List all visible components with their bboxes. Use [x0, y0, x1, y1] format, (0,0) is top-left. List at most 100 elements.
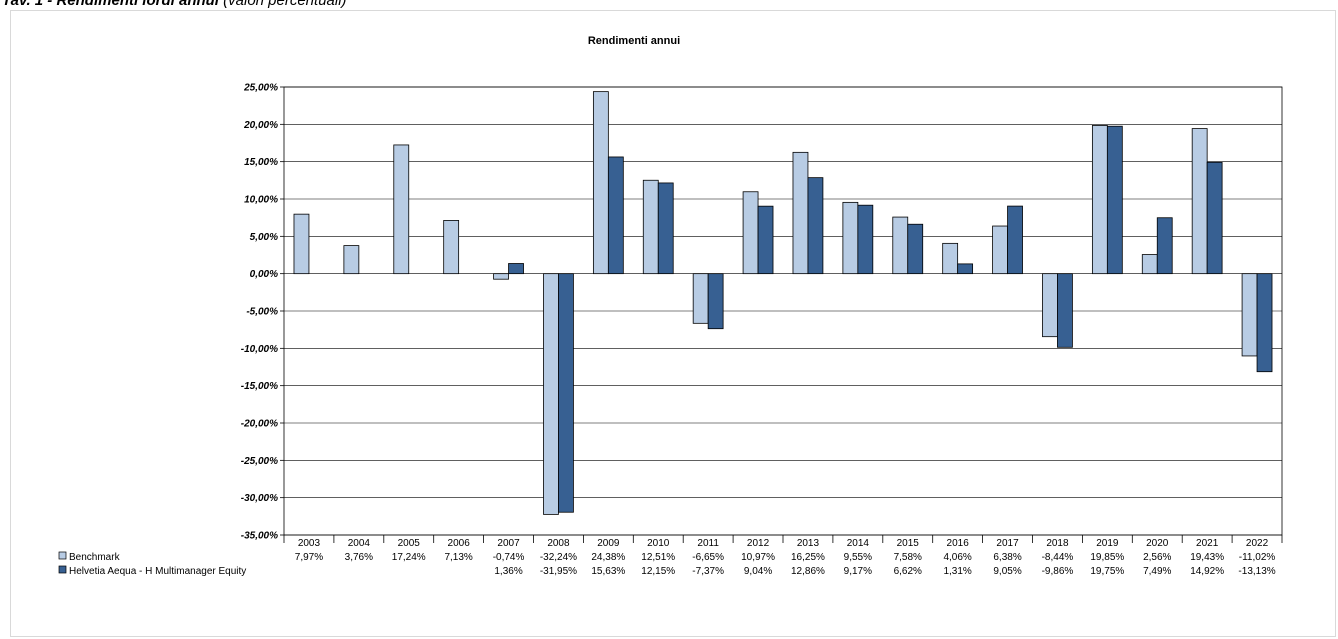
- table-caption: Tav. 1 - Rendimenti lordi annui (valori …: [2, 0, 347, 9]
- data-label: 12,51%: [641, 552, 675, 563]
- y-tick-label: -15,00%: [241, 381, 278, 392]
- x-tick-label: 2010: [647, 538, 670, 549]
- x-tick-label: 2017: [996, 538, 1019, 549]
- x-tick-label: 2011: [697, 538, 719, 549]
- chart-frame: [10, 10, 1336, 637]
- x-tick-label: 2006: [448, 538, 471, 549]
- chart-title: Rendimenti annui: [588, 35, 680, 47]
- bar-fund-2009: [607, 156, 624, 275]
- data-label: 2,56%: [1143, 552, 1171, 563]
- data-label: 15,63%: [591, 566, 625, 577]
- bars: [293, 91, 1273, 515]
- x-axis-table: 2003 2004 2005 2006 2007 2008 2009 2010 2011 2012…: [58, 535, 1283, 577]
- data-label: -13,13%: [1238, 566, 1275, 577]
- data-label: -8,44%: [1042, 552, 1074, 563]
- bar-benchmark-2015: [892, 216, 909, 275]
- data-label: 14,92%: [1190, 566, 1224, 577]
- bar-fund-2020: [1156, 217, 1173, 275]
- data-label: 19,85%: [1090, 552, 1124, 563]
- bar-fund-2014: [857, 204, 874, 275]
- data-label: 10,97%: [741, 552, 775, 563]
- y-tick-label: -35,00%: [241, 531, 278, 542]
- bar-fund-2011: [707, 273, 724, 330]
- caption-title: Tav. 1 - Rendimenti lordi annui: [2, 0, 219, 9]
- data-label: 3,76%: [345, 552, 373, 563]
- bar-benchmark-2005: [393, 144, 410, 275]
- x-tick-label: 2008: [547, 538, 570, 549]
- x-tick-label: 2012: [747, 538, 770, 549]
- x-tick-label: 2013: [797, 538, 820, 549]
- bar-fund-2018: [1057, 273, 1073, 348]
- y-tick-label: 10,00%: [244, 195, 278, 206]
- bar-fund-2016: [957, 263, 974, 275]
- bar-benchmark-2003: [293, 213, 310, 275]
- bar-benchmark-2014: [842, 201, 859, 275]
- y-tick-label: 15,00%: [244, 157, 278, 168]
- y-tick-label: 25,00%: [243, 83, 278, 94]
- legend-swatch: [58, 565, 67, 574]
- legend-swatch: [58, 551, 67, 560]
- bar-benchmark-2010: [642, 179, 659, 275]
- x-tick-label: 2022: [1246, 538, 1269, 549]
- data-label: 6,38%: [993, 552, 1021, 563]
- data-label: 12,86%: [791, 566, 825, 577]
- data-label: 16,25%: [791, 552, 825, 563]
- data-label: -31,95%: [540, 566, 577, 577]
- legend-label: Benchmark: [69, 552, 121, 563]
- data-label: -11,02%: [1239, 552, 1276, 563]
- x-tick-label: 2020: [1146, 538, 1169, 549]
- bar-benchmark-2011: [692, 273, 709, 324]
- caption-note: (valori percentuali): [218, 0, 347, 9]
- data-label: 17,24%: [392, 552, 426, 563]
- x-tick-label: 2018: [1046, 538, 1069, 549]
- data-label: -32,24%: [540, 552, 577, 563]
- data-label: 9,17%: [844, 566, 872, 577]
- x-tick-label: 2003: [298, 538, 321, 549]
- bar-benchmark-2004: [343, 245, 360, 275]
- y-tick-label: 0,00%: [250, 269, 278, 280]
- bar-benchmark-2013: [792, 151, 809, 275]
- data-label: -9,86%: [1042, 566, 1074, 577]
- data-label: 19,75%: [1090, 566, 1124, 577]
- bar-fund-2010: [657, 182, 674, 275]
- bar-fund-2008: [558, 273, 574, 513]
- data-label: 12,15%: [641, 566, 675, 577]
- data-label: 9,04%: [744, 566, 772, 577]
- y-tick-label: 5,00%: [250, 232, 278, 243]
- data-label: 19,43%: [1190, 552, 1224, 563]
- legend-label: Helvetia Aequa - H Multimanager Equity: [69, 566, 246, 577]
- x-tick-label: 2014: [847, 538, 870, 549]
- x-tick-label: 2016: [947, 538, 970, 549]
- bar-fund-2007: [508, 263, 524, 275]
- data-label: 1,31%: [943, 566, 971, 577]
- bar-benchmark-2018: [1042, 273, 1058, 338]
- bar-benchmark-2022: [1241, 273, 1258, 357]
- data-label: 7,13%: [444, 552, 472, 563]
- data-label: 7,49%: [1143, 566, 1171, 577]
- x-tick-label: 2007: [497, 538, 520, 549]
- data-label: -6,65%: [692, 552, 724, 563]
- x-tick-label: 2019: [1096, 538, 1119, 549]
- x-tick-label: 2021: [1196, 538, 1219, 549]
- y-tick-label: 20,00%: [243, 120, 278, 131]
- x-tick-label: 2005: [398, 538, 421, 549]
- bar-fund-2022: [1256, 273, 1273, 373]
- data-label: 6,62%: [894, 566, 922, 577]
- y-tick-label: -5,00%: [246, 307, 278, 318]
- bar-benchmark-2019: [1091, 125, 1108, 275]
- bar-fund-2012: [757, 205, 774, 275]
- bar-benchmark-2017: [992, 225, 1008, 275]
- bar-fund-2013: [807, 177, 824, 275]
- bar-benchmark-2006: [443, 220, 460, 275]
- data-label: 24,38%: [591, 552, 625, 563]
- bar-benchmark-2012: [742, 191, 759, 275]
- data-label: 1,36%: [494, 566, 522, 577]
- bar-benchmark-2009: [592, 91, 609, 275]
- bar-fund-2015: [907, 223, 924, 275]
- bar-fund-2017: [1007, 205, 1023, 275]
- bar-fund-2019: [1106, 125, 1123, 275]
- y-tick-label: -30,00%: [241, 493, 278, 504]
- x-tick-label: 2009: [597, 538, 620, 549]
- bar-benchmark-2008: [543, 273, 559, 515]
